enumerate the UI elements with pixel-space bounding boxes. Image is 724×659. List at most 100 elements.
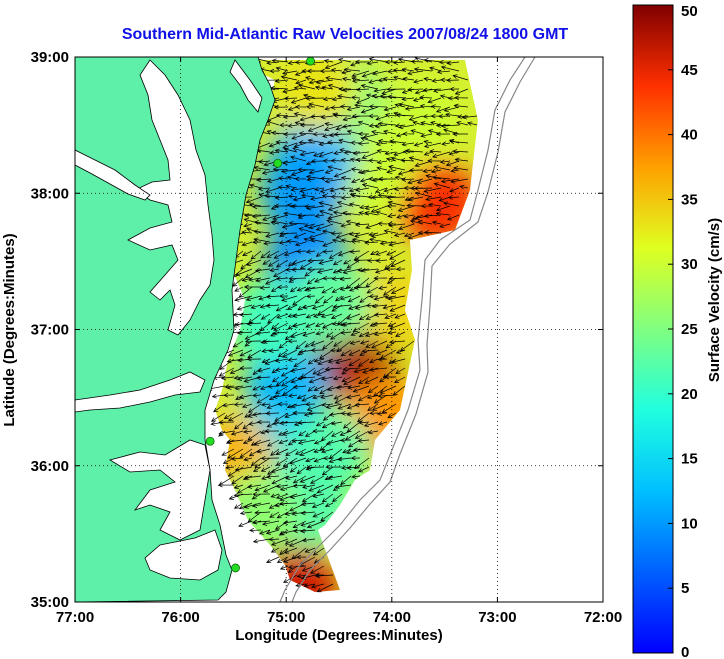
velocity-arrow <box>232 340 244 348</box>
velocity-arrow <box>284 538 298 545</box>
velocity-arrow <box>312 428 325 434</box>
velocity-arrow <box>299 475 316 483</box>
velocity-arrow <box>358 331 370 338</box>
velocity-arrow <box>322 96 334 102</box>
velocity-arrow <box>324 124 343 132</box>
velocity-arrow <box>238 520 253 528</box>
velocity-arrow <box>357 120 370 126</box>
velocity-arrow <box>310 196 325 201</box>
velocity-arrow <box>306 403 325 411</box>
velocity-arrow <box>438 59 451 65</box>
velocity-arrow <box>250 304 262 310</box>
velocity-arrow <box>384 59 397 65</box>
velocity-arrow <box>271 475 289 485</box>
velocity-arrow <box>262 484 280 493</box>
velocity-arrow <box>262 520 280 526</box>
velocity-arrow <box>301 394 316 402</box>
velocity-arrow <box>386 250 397 256</box>
velocity-arrow <box>354 59 370 65</box>
velocity-arrow <box>265 556 280 564</box>
velocity-arrow <box>368 104 388 109</box>
velocity-arrow <box>265 232 280 238</box>
velocity-arrow <box>439 94 451 99</box>
velocity-arrow <box>305 104 316 110</box>
velocity-arrow <box>286 239 298 244</box>
velocity-arrow <box>246 356 262 362</box>
velocity-arrow <box>340 223 352 228</box>
velocity-arrow <box>252 393 262 398</box>
velocity-arrow <box>253 466 262 473</box>
velocity-arrow <box>301 537 316 543</box>
velocity-arrow <box>252 538 271 544</box>
velocity-arrow <box>332 259 343 266</box>
velocity-arrow <box>338 138 352 144</box>
velocity-arrow <box>249 202 262 208</box>
y-tick-label: 36:00 <box>31 458 69 475</box>
velocity-arrow <box>312 131 325 137</box>
velocity-arrow <box>297 83 316 90</box>
velocity-arrow <box>297 420 316 425</box>
velocity-arrow <box>266 421 280 428</box>
velocity-arrow <box>239 448 253 458</box>
velocity-arrow <box>360 268 379 273</box>
velocity-arrow <box>394 313 406 319</box>
velocity-arrow <box>387 94 406 100</box>
velocity-arrow <box>310 114 325 119</box>
velocity-arrow <box>290 97 307 104</box>
velocity-arrow <box>368 158 379 163</box>
velocity-arrow <box>243 284 261 290</box>
velocity-arrow <box>423 187 442 194</box>
velocity-arrow <box>291 267 307 272</box>
velocity-arrow <box>330 231 343 236</box>
velocity-arrow <box>387 213 397 219</box>
velocity-arrow <box>440 77 451 83</box>
velocity-arrow <box>294 59 307 65</box>
velocity-arrow <box>387 330 397 335</box>
velocity-arrow <box>410 59 424 64</box>
velocity-arrow <box>278 240 289 245</box>
velocity-arrow <box>306 293 316 299</box>
velocity-arrow <box>324 169 334 174</box>
velocity-arrow <box>271 58 289 64</box>
velocity-arrow <box>275 385 289 394</box>
velocity-arrow <box>279 547 289 555</box>
velocity-arrow <box>233 375 244 381</box>
velocity-arrow <box>433 182 451 189</box>
velocity-arrow <box>252 239 262 245</box>
velocity-arrow <box>304 340 316 348</box>
velocity-arrow <box>310 237 325 243</box>
velocity-arrow <box>279 501 298 506</box>
x-tick-label: 76:00 <box>161 609 199 626</box>
velocity-arrow <box>383 129 397 135</box>
velocity-arrow <box>350 140 361 146</box>
velocity-arrow <box>405 148 424 154</box>
velocity-arrow <box>307 385 316 392</box>
velocity-arrow <box>387 200 406 207</box>
velocity-arrow <box>413 186 433 191</box>
velocity-arrow <box>321 286 334 294</box>
velocity-arrow <box>234 286 244 292</box>
velocity-arrow <box>302 331 316 337</box>
velocity-arrow <box>299 151 316 157</box>
velocity-arrow <box>420 133 433 138</box>
velocity-arrow <box>305 313 316 319</box>
velocity-arrow <box>333 131 352 137</box>
velocity-arrow <box>372 70 388 76</box>
velocity-arrow <box>241 403 253 409</box>
velocity-arrow <box>389 322 406 330</box>
station-marker <box>231 563 240 573</box>
velocity-arrow <box>371 403 388 411</box>
velocity-arrow <box>376 166 388 171</box>
velocity-arrow <box>356 87 370 92</box>
velocity-arrow <box>327 214 343 220</box>
velocity-arrow <box>253 439 271 446</box>
velocity-arrow <box>398 124 415 130</box>
velocity-arrow <box>381 403 397 414</box>
velocity-arrow <box>375 250 388 256</box>
velocity-arrow <box>305 76 316 81</box>
velocity-arrow <box>245 196 262 204</box>
velocity-arrow <box>221 448 235 456</box>
velocity-arrow <box>322 158 334 164</box>
velocity-arrow <box>225 465 235 470</box>
velocity-arrow <box>292 196 307 202</box>
